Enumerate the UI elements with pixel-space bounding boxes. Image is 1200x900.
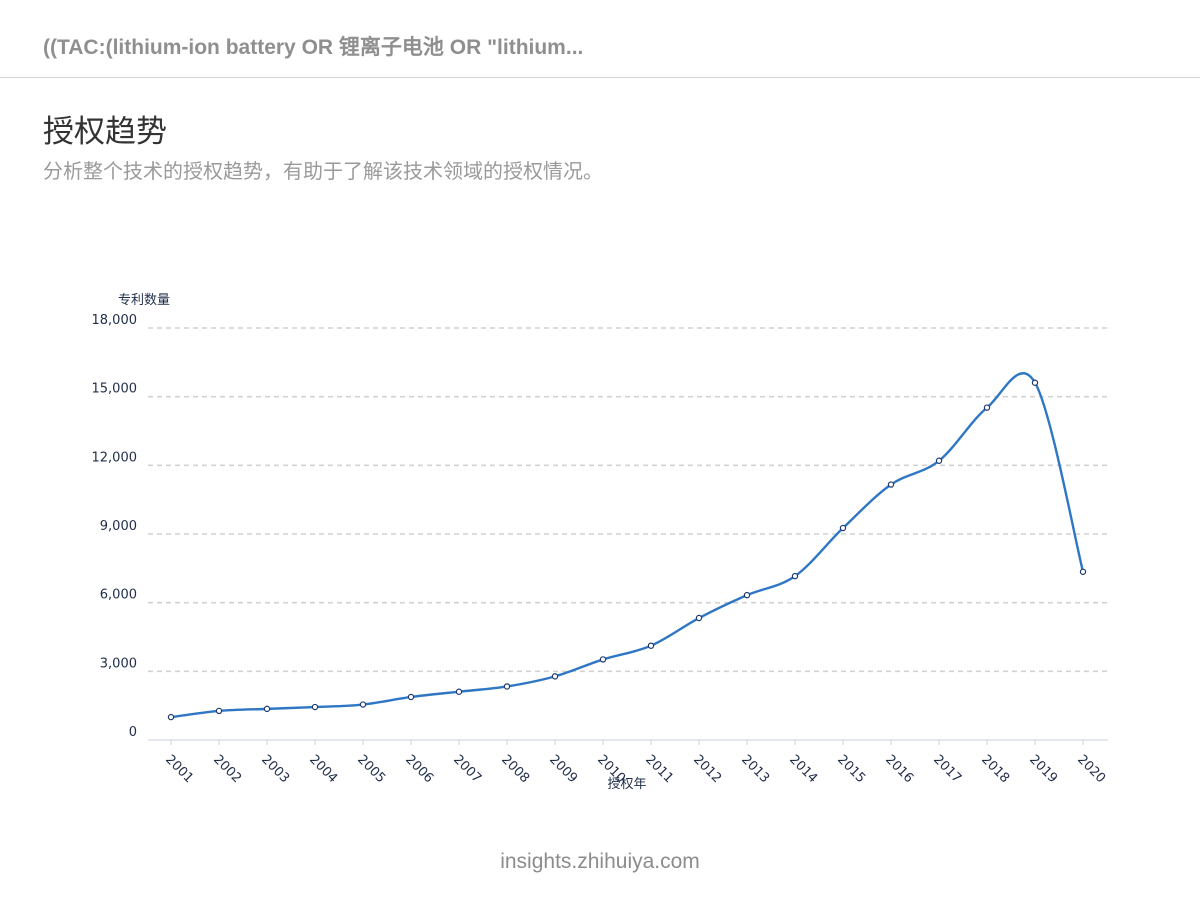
report-title: ((TAC:(lithium-ion battery OR 锂离子电池 OR "…	[43, 36, 584, 59]
data-point	[887, 481, 895, 488]
data-point	[695, 614, 703, 622]
y-tick-label: 15,000	[92, 382, 138, 397]
data-point	[599, 656, 607, 663]
x-tick-label: 2005	[354, 752, 388, 786]
data-point	[311, 703, 319, 711]
data-point	[455, 688, 463, 695]
data-point	[839, 524, 847, 532]
data-point	[407, 693, 415, 701]
x-tick-label: 2002	[210, 752, 244, 786]
y-tick-label: 12,000	[92, 450, 138, 465]
report-header: ((TAC:(lithium-ion battery OR 锂离子电池 OR "…	[0, 0, 1200, 78]
data-point	[215, 707, 223, 715]
data-point	[743, 591, 751, 599]
data-point	[935, 457, 943, 464]
data-point	[791, 572, 799, 580]
x-tick-label: 2008	[498, 752, 532, 786]
x-tick-label: 2009	[546, 752, 580, 786]
x-tick-label: 2016	[882, 752, 916, 786]
data-point	[263, 705, 271, 713]
x-tick-label: 2013	[738, 752, 772, 786]
x-tick-label: 2006	[402, 752, 436, 786]
x-tick-label: 2001	[162, 752, 196, 786]
data-point	[647, 642, 655, 649]
series-line	[169, 372, 1085, 719]
x-tick-label: 2019	[1026, 752, 1060, 786]
footer-site-url: insights.zhihuiya.com	[500, 850, 700, 873]
y-tick-label: 6,000	[100, 588, 137, 603]
data-point	[983, 404, 991, 411]
data-point	[1079, 568, 1087, 575]
x-tick-label: 2017	[930, 752, 964, 786]
data-point	[359, 701, 367, 708]
x-tick-label: 2003	[258, 752, 292, 786]
y-tick-label: 3,000	[100, 656, 137, 671]
x-tick-label: 2011	[642, 752, 676, 786]
x-tick-label: 2018	[978, 752, 1012, 786]
y-axis-title: 专利数量	[118, 293, 170, 308]
grant-trend-chart: 0 3,000 6,000 9,000 12,000 15,000 18,000 2001 20…	[92, 293, 1109, 792]
x-tick-label: 2014	[786, 752, 820, 786]
section-title: 授权趋势	[43, 114, 167, 150]
data-point	[1031, 379, 1039, 386]
x-axis-title: 授权年	[607, 776, 646, 792]
x-tick-label: 2004	[306, 752, 340, 786]
x-tick-label: 2015	[834, 752, 868, 786]
section-subtitle: 分析整个技术的授权趋势，有助于了解该技术领域的授权情况。	[43, 159, 603, 183]
y-tick-label: 9,000	[100, 519, 137, 534]
data-point	[167, 713, 175, 721]
data-point	[551, 673, 559, 680]
x-tick-label: 2020	[1074, 752, 1108, 786]
data-point	[503, 683, 511, 690]
x-tick-label: 2007	[450, 752, 484, 786]
x-tick-label: 2012	[690, 752, 724, 786]
y-tick-label: 0	[129, 725, 137, 740]
y-tick-label: 18,000	[92, 313, 138, 328]
